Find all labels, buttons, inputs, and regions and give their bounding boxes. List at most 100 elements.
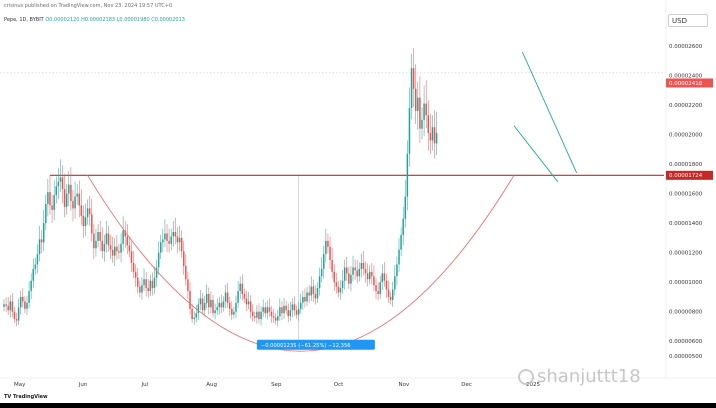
candle-body (289, 310, 292, 317)
candle-body (249, 301, 252, 312)
candle-body (389, 296, 392, 300)
currency-selector[interactable]: USD (668, 14, 708, 27)
candle-body (226, 292, 229, 303)
candle-body (55, 186, 57, 196)
candle-body (88, 208, 91, 215)
candle-body (279, 307, 281, 317)
candle-body (218, 302, 221, 308)
candle-body (254, 316, 256, 318)
candle-body (68, 184, 70, 194)
candle-body (103, 243, 106, 252)
publisher-text: crisinus published on TradingView.com, N… (4, 3, 173, 9)
candle-body (433, 127, 436, 144)
candle-body (308, 292, 310, 296)
candle-body (423, 103, 425, 120)
candle-body (320, 268, 323, 277)
candle-body (124, 230, 126, 237)
candle-body (435, 133, 438, 144)
candle-body (26, 302, 28, 309)
candle-body (272, 316, 275, 318)
candle-body (128, 245, 131, 252)
candle-body (178, 237, 181, 243)
candle-body (65, 193, 68, 207)
candle-body (333, 271, 335, 283)
watermark: shanjuttt18 (518, 366, 641, 387)
candle-body (239, 283, 241, 292)
candle-body (84, 217, 87, 227)
candle-body (260, 311, 262, 320)
candle-body (318, 276, 321, 289)
candle-body (70, 184, 72, 201)
candle-body (394, 276, 396, 290)
candle-body (38, 239, 41, 255)
candle-body (3, 304, 5, 307)
candle-body (130, 251, 133, 263)
candle-body (49, 192, 51, 206)
candle-body (245, 298, 248, 305)
y-tick-label: 0.00000500 (669, 354, 703, 360)
flag-channel-upper (521, 51, 578, 174)
candle-body (377, 291, 379, 294)
candle-body (329, 246, 331, 261)
candle-body (22, 296, 24, 302)
candle-body (277, 316, 279, 321)
candle-body (141, 285, 143, 293)
candle-body (302, 296, 304, 303)
candle-body (358, 268, 361, 277)
candle-body (427, 115, 430, 134)
candle-body (30, 280, 32, 292)
candle-body (235, 302, 237, 312)
candle-body (51, 205, 53, 210)
candle-body (228, 302, 231, 309)
candle-body (412, 68, 415, 89)
x-tick-label: Jun (78, 382, 88, 388)
candle-body (400, 234, 402, 250)
x-tick-label: Jul (140, 382, 148, 388)
candle-body (185, 265, 187, 280)
y-tick-label: 0.00000600 (669, 339, 703, 345)
candle-body (354, 267, 356, 271)
candle-body (431, 127, 434, 141)
candle-body (176, 236, 179, 243)
candle-body (139, 286, 141, 293)
candle-body (126, 236, 129, 246)
candle-body (373, 276, 375, 286)
candle-body (32, 268, 35, 281)
candle-body (306, 292, 308, 302)
candle-body (99, 232, 101, 241)
candle-body (61, 177, 64, 190)
candle-body (346, 267, 348, 274)
candle-body (53, 195, 55, 210)
watermark-text: shanjuttt18 (537, 366, 641, 387)
candle-body (166, 233, 168, 241)
candle-body (153, 277, 156, 289)
candle-body (369, 271, 371, 280)
candle-body (101, 240, 103, 252)
x-tick-label: Dec (461, 382, 472, 388)
candle-body (300, 302, 302, 309)
candle-body (293, 304, 296, 311)
candle-body (262, 307, 264, 312)
candle-body (295, 310, 298, 315)
tradingview-label: TradingView (13, 394, 48, 400)
y-tick-label: 0.00002400 (669, 74, 703, 80)
candle-body (36, 254, 39, 265)
candle-body (425, 103, 427, 116)
measure-label-box (256, 339, 375, 350)
cup-arc (87, 175, 515, 352)
candle-body (7, 305, 9, 311)
candle-body (197, 304, 200, 314)
ohlc-values: O0.00002120 H0.00002183 L0.00001980 C0.0… (45, 17, 185, 23)
candle-body (243, 294, 246, 299)
candle-body (80, 205, 83, 216)
candle-body (57, 181, 60, 187)
candle-body (258, 311, 260, 320)
candle-body (47, 192, 49, 204)
candle-body (383, 273, 386, 281)
candle-body (205, 294, 208, 303)
candle-body (314, 294, 317, 299)
watermark-logo-icon (518, 369, 534, 385)
candle-body (82, 215, 85, 227)
